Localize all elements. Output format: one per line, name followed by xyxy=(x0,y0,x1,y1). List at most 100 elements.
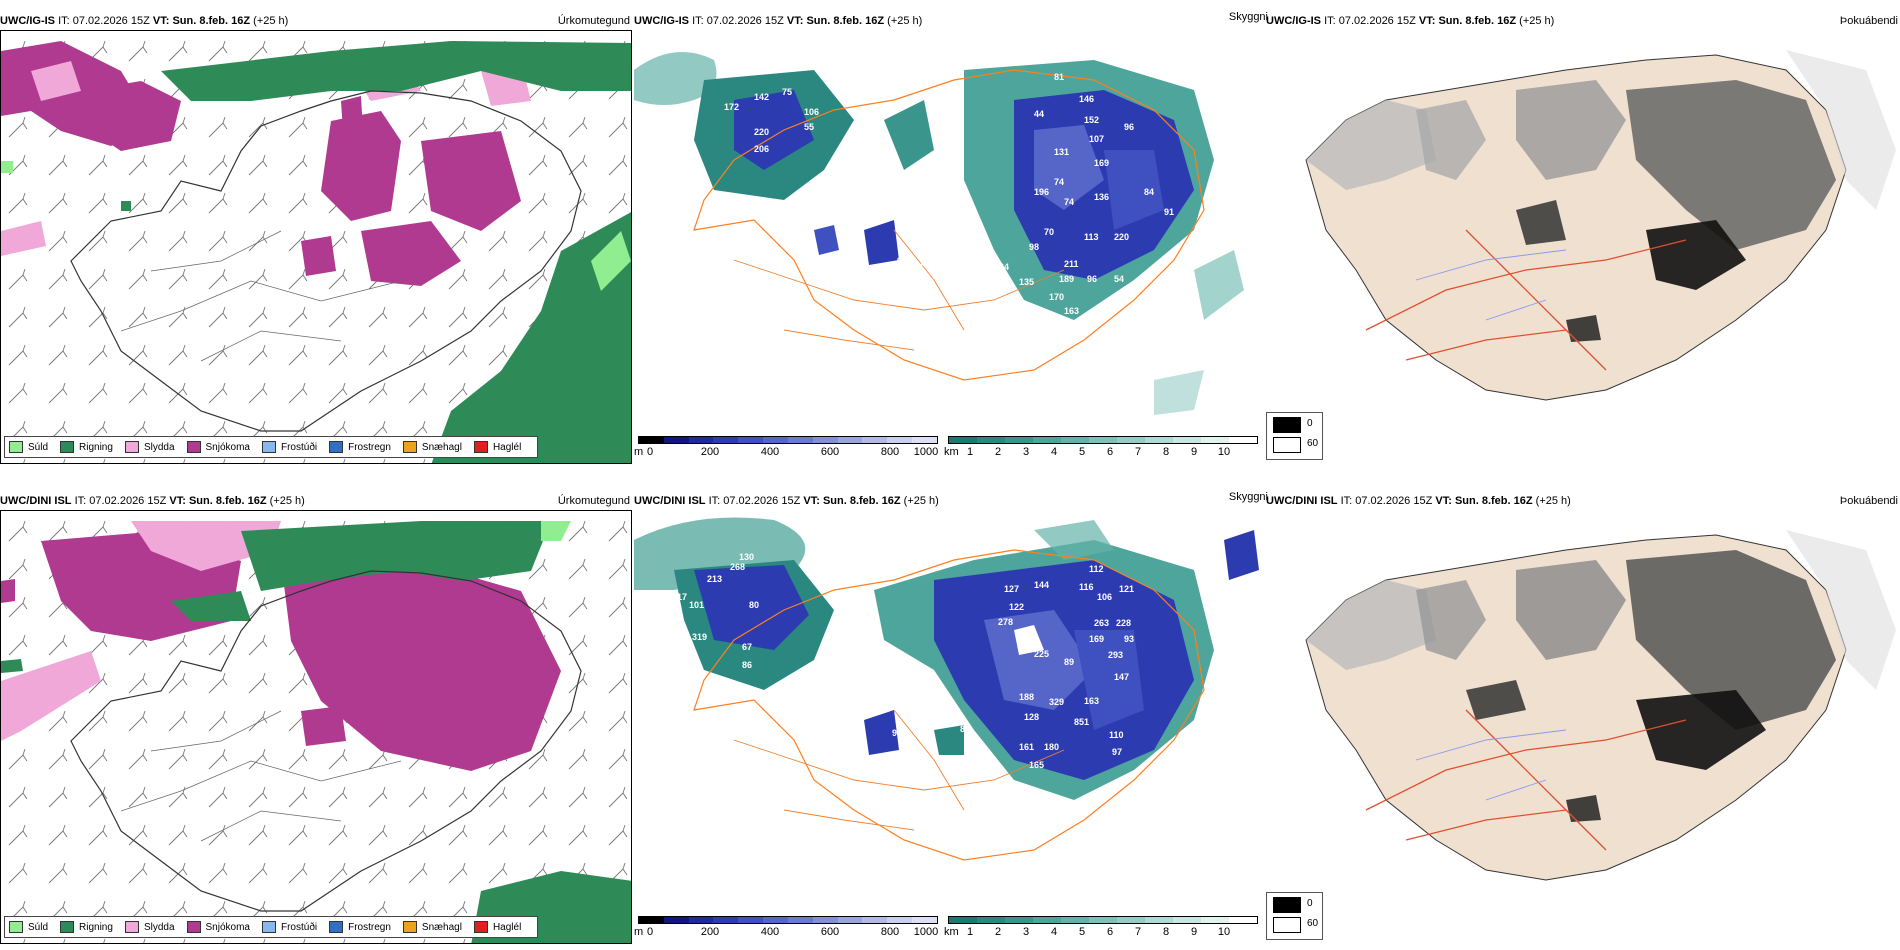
elevation-unit: m xyxy=(634,926,644,938)
precip-legend: Súld Rigning Slydda Snjókoma Frostúði Fr… xyxy=(4,436,539,458)
precip-map-svg xyxy=(1,31,631,463)
precip-legend: Súld Rigning Slydda Snjókoma Frostúði Fr… xyxy=(4,916,539,938)
visibility-tick: 5 xyxy=(1078,926,1086,938)
it-label: IT: xyxy=(1340,495,1353,507)
visibility-map[interactable]: 268 213 130 617 101 80 319 67 86 112 116… xyxy=(634,510,1264,910)
ceiling-label: 163 xyxy=(1084,696,1099,706)
ceiling-label: 96 xyxy=(1087,274,1097,284)
visibility-color-step xyxy=(1033,917,1061,923)
model-name: UWC/IG-IS xyxy=(634,15,689,27)
elevation-color-step xyxy=(713,437,739,443)
fog-map[interactable] xyxy=(1266,30,1900,450)
fog-map[interactable] xyxy=(1266,510,1900,930)
visibility-color-step xyxy=(1229,917,1257,923)
ceiling-label: 98 xyxy=(892,728,902,738)
ceiling-label: 93 xyxy=(1124,634,1134,644)
ceiling-label: 110 xyxy=(1109,730,1124,740)
visibility-tick: 5 xyxy=(1078,446,1086,458)
ceiling-label: 172 xyxy=(724,102,739,112)
visibility-color-step xyxy=(1201,917,1229,923)
ceiling-label: 128 xyxy=(1024,712,1039,722)
visibility-panel-2: UWC/DINI ISL IT: 07.02.2026 15Z VT: Sun.… xyxy=(634,491,1268,944)
it-label: IT: xyxy=(1324,15,1336,27)
ceiling-label: 97 xyxy=(1112,747,1122,757)
visibility-color-step xyxy=(977,437,1005,443)
elevation-tick: 400 xyxy=(760,926,780,938)
ceiling-label: 67 xyxy=(742,642,752,652)
visibility-map-svg: 75 106 55 142 172 220 206 81 44 146 152 … xyxy=(634,52,1244,415)
precip-map[interactable] xyxy=(0,510,632,944)
fog-legend-swatch-60 xyxy=(1273,437,1301,453)
legend-item-hail: Haglél xyxy=(473,921,521,933)
ceiling-label: 89 xyxy=(1064,657,1074,667)
panel-title: Þokuábendi xyxy=(1839,15,1898,27)
elevation-colorbar: m 0 200 400 600 800 1000 xyxy=(634,436,939,462)
it-label: IT: xyxy=(58,15,70,27)
visibility-unit: km xyxy=(944,926,959,938)
visibility-tick: 4 xyxy=(1050,926,1058,938)
ceiling-label: 329 xyxy=(1049,697,1064,707)
elevation-tick: 0 xyxy=(646,926,654,938)
it-value: 07.02.2026 15Z xyxy=(706,15,784,27)
visibility-tick: 9 xyxy=(1190,926,1198,938)
elevation-color-step xyxy=(738,437,764,443)
legend-item-freezing-rain: Frostregn xyxy=(329,921,391,933)
visibility-map[interactable]: 75 106 55 142 172 220 206 81 44 146 152 … xyxy=(634,30,1264,430)
fog-legend-swatch-0 xyxy=(1273,897,1301,913)
legend-item-snow-pellets: Snæhagl xyxy=(402,921,462,933)
row-1: UWC/IG-IS IT: 07.02.2026 15Z VT: Sun. 8.… xyxy=(0,11,1900,464)
ceiling-label: 170 xyxy=(1049,292,1064,302)
elevation-color-step xyxy=(688,917,714,923)
panel-header: UWC/IG-IS IT: 07.02.2026 15Z VT: Sun. 8.… xyxy=(1266,14,1900,28)
precip-map[interactable] xyxy=(0,30,632,464)
lead-time: (+25 h) xyxy=(887,15,923,27)
panel-header: UWC/DINI ISL IT: 07.02.2026 15Z VT: Sun.… xyxy=(0,494,632,508)
ceiling-label: 81 xyxy=(1054,72,1064,82)
visibility-color-step xyxy=(1145,917,1173,923)
fog-map-svg xyxy=(1305,50,1896,401)
ceiling-label: 147 xyxy=(1114,672,1129,682)
lead-time: (+25 h) xyxy=(269,495,305,507)
ceiling-label: 116 xyxy=(1079,582,1094,592)
elevation-strip xyxy=(638,436,938,444)
visibility-color-step xyxy=(1033,437,1061,443)
legend-item-freezing-rain: Frostregn xyxy=(329,441,391,453)
visibility-color-step xyxy=(949,437,977,443)
elevation-color-step xyxy=(763,917,788,923)
panel-header: UWC/DINI ISL IT: 07.02.2026 15Z VT: Sun.… xyxy=(634,494,1264,508)
visibility-tick: 6 xyxy=(1106,446,1114,458)
ceiling-label: 112 xyxy=(1089,564,1104,574)
elevation-tick: 600 xyxy=(820,446,840,458)
visibility-panel-1: UWC/IG-IS IT: 07.02.2026 15Z VT: Sun. 8.… xyxy=(634,11,1268,464)
elevation-tick: 400 xyxy=(760,446,780,458)
visibility-tick: 7 xyxy=(1134,446,1142,458)
visibility-color-step xyxy=(1117,917,1145,923)
legend-item-drizzle: Súld xyxy=(9,921,48,933)
ceiling-label: 122 xyxy=(1009,602,1024,612)
ceiling-label: 84 xyxy=(960,724,970,734)
ceiling-label: 91 xyxy=(1164,207,1174,217)
fog-legend: 0 60 xyxy=(1266,892,1323,940)
ceiling-label: 165 xyxy=(1029,760,1044,770)
elevation-color-step xyxy=(639,437,664,443)
visibility-tick: 3 xyxy=(1022,926,1030,938)
ceiling-label: 98 xyxy=(1029,242,1039,252)
ceiling-label: 213 xyxy=(707,574,722,584)
elevation-color-step xyxy=(663,917,689,923)
elevation-color-step xyxy=(912,437,937,443)
fog-legend-label: 60 xyxy=(1307,918,1319,929)
ceiling-label: 101 xyxy=(689,600,704,610)
panel-header: UWC/IG-IS IT: 07.02.2026 15Z VT: Sun. 8.… xyxy=(634,14,1264,28)
legend-item-rain: Rigning xyxy=(60,921,113,933)
ceiling-label: 55 xyxy=(804,122,814,132)
visibility-color-step xyxy=(1005,437,1033,443)
model-name: UWC/IG-IS xyxy=(1266,15,1321,27)
ceiling-label: 180 xyxy=(1044,742,1059,752)
ceiling-label: 96 xyxy=(1124,122,1134,132)
ceiling-label: 617 xyxy=(672,592,687,602)
ceiling-label: 161 xyxy=(1019,742,1034,752)
visibility-color-step xyxy=(1061,437,1089,443)
legend-item-hail: Haglél xyxy=(473,441,521,453)
ceiling-label: 91 xyxy=(897,256,907,266)
it-value: 07.02.2026 15Z xyxy=(89,495,167,507)
